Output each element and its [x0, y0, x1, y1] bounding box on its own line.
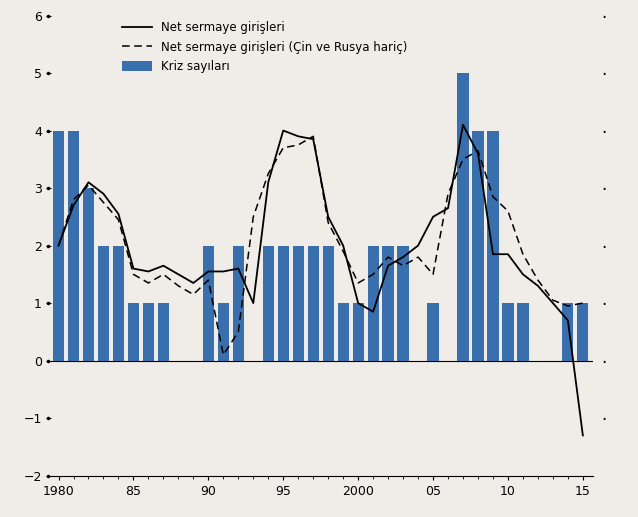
Bar	[577, 303, 588, 361]
Bar	[293, 246, 304, 361]
Bar	[83, 188, 94, 361]
Bar	[427, 303, 439, 361]
Bar	[457, 73, 469, 361]
Bar	[68, 131, 79, 361]
Bar	[517, 303, 528, 361]
Bar	[383, 246, 394, 361]
Bar	[218, 303, 229, 361]
Legend: Net sermaye girişleri, Net sermaye girişleri (Çin ve Rusya hariç), Kriz sayıları: Net sermaye girişleri, Net sermaye giriş…	[122, 21, 407, 73]
Bar	[158, 303, 169, 361]
Bar	[233, 246, 244, 361]
Bar	[338, 303, 349, 361]
Bar	[263, 246, 274, 361]
Bar	[562, 303, 574, 361]
Bar	[472, 131, 484, 361]
Bar	[397, 246, 409, 361]
Bar	[487, 131, 498, 361]
Bar	[308, 246, 319, 361]
Bar	[502, 303, 514, 361]
Bar	[143, 303, 154, 361]
Bar	[203, 246, 214, 361]
Bar	[278, 246, 289, 361]
Bar	[113, 246, 124, 361]
Bar	[128, 303, 139, 361]
Bar	[353, 303, 364, 361]
Bar	[98, 246, 109, 361]
Bar	[53, 131, 64, 361]
Bar	[323, 246, 334, 361]
Bar	[367, 246, 379, 361]
